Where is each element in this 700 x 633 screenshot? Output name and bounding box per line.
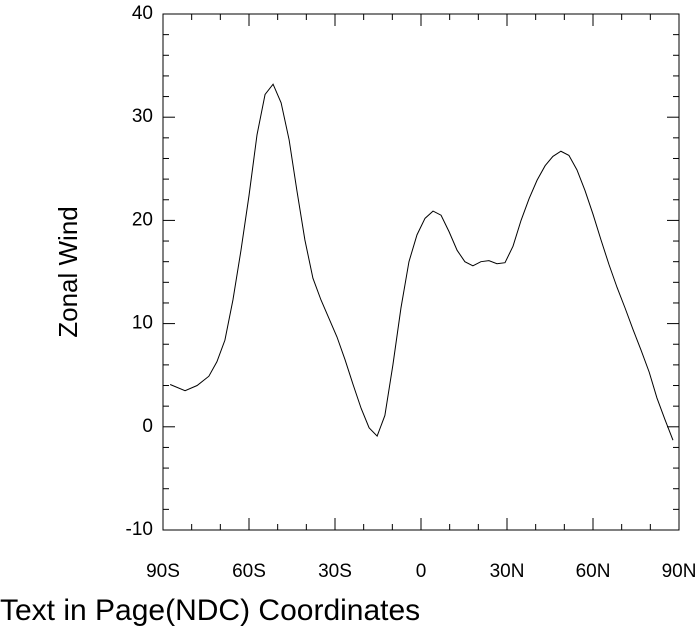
x-tick-label: 30N: [490, 561, 525, 582]
y-tick-label: 20: [132, 209, 153, 230]
x-tick-label: 90S: [146, 561, 180, 582]
x-tick-label: 60N: [576, 561, 611, 582]
data-line: [169, 83, 674, 441]
y-tick-label: -10: [126, 519, 153, 540]
y-tick-label: 40: [132, 3, 153, 24]
plot-frame: [162, 13, 680, 531]
y-tick-label: 30: [132, 106, 153, 127]
x-tick-label: 60S: [232, 561, 266, 582]
y-tick-label: 0: [142, 416, 153, 437]
y-tick-label: 10: [132, 313, 153, 334]
y-axis-label: Zonal Wind: [53, 206, 83, 338]
annotation: Text in Page(NDC) Coordinates: [0, 594, 420, 627]
x-tick-label: 30S: [318, 561, 352, 582]
x-tick-label: 0: [416, 561, 427, 582]
x-tick-label: 90N: [662, 561, 697, 582]
